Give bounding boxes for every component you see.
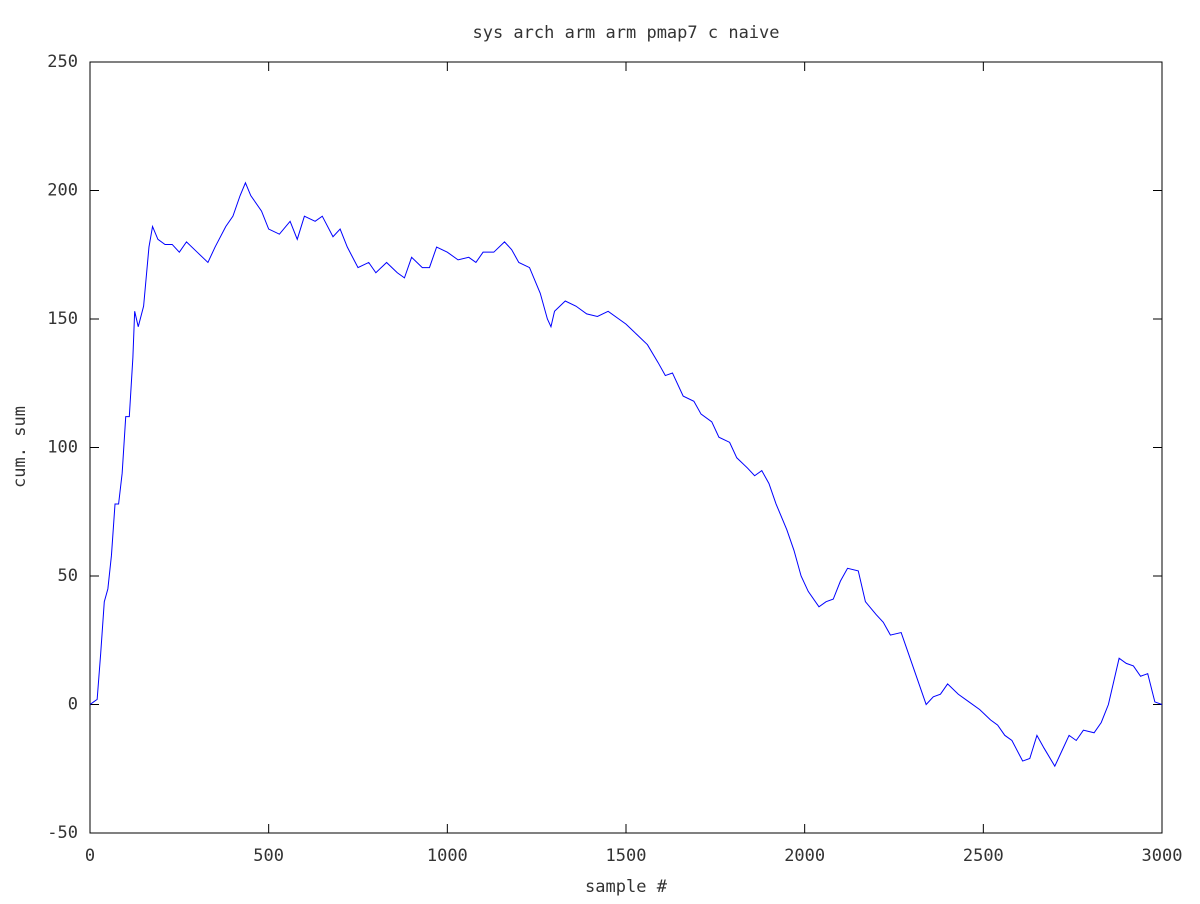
x-tick-label: 500 — [253, 846, 284, 866]
x-tick-label: 0 — [85, 846, 95, 866]
y-tick-label: -50 — [47, 823, 78, 843]
x-tick-label: 2000 — [784, 846, 825, 866]
x-tick-label: 1000 — [427, 846, 468, 866]
y-tick-label: 200 — [47, 181, 78, 201]
chart-title: sys arch arm arm pmap7 c naive — [472, 23, 779, 43]
x-tick-label: 2500 — [963, 846, 1004, 866]
x-axis-label: sample # — [585, 877, 668, 897]
x-tick-label: 3000 — [1142, 846, 1183, 866]
data-line — [89, 181, 1163, 768]
y-tick-label: 0 — [68, 695, 78, 715]
y-tick-label: 150 — [47, 309, 78, 329]
y-tick-label: 250 — [47, 52, 78, 72]
y-tick-label: 50 — [58, 566, 78, 586]
x-tick-label: 1500 — [606, 846, 647, 866]
y-tick-label: 100 — [47, 438, 78, 458]
y-axis-label: cum. sum — [10, 406, 30, 488]
